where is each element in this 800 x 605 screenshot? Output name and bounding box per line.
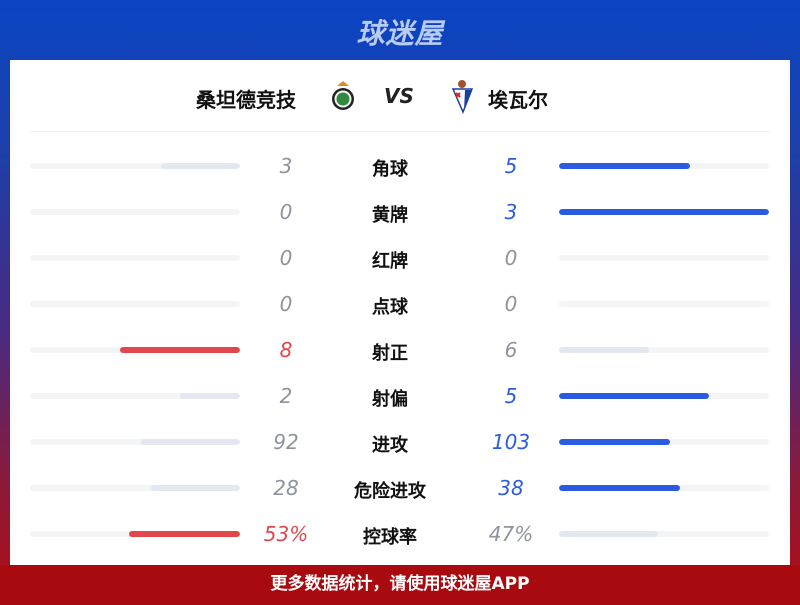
away-stat-value: 0: [504, 246, 518, 270]
stat-row: 0 红牌 0: [10, 243, 790, 273]
away-team-crest-icon: [451, 80, 474, 114]
stat-row: 2 射偏 5: [10, 381, 790, 411]
home-stat-value: 2: [279, 384, 293, 408]
away-stat-bar: [559, 439, 769, 445]
home-stat-bar: [30, 301, 240, 307]
away-stat-bar-fill: [559, 531, 658, 537]
home-stat-bar: [30, 209, 240, 215]
away-stat-value: 38: [498, 476, 524, 500]
stat-label: 进攻: [372, 435, 408, 456]
away-stat-value: 47%: [488, 522, 534, 546]
home-stat-bar-fill: [140, 439, 240, 445]
home-stat-bar: [30, 393, 240, 399]
stat-label: 红牌: [372, 251, 408, 272]
home-stat-bar: [30, 485, 240, 491]
home-stat-value: 8: [279, 338, 293, 362]
home-stat-bar: [30, 347, 240, 353]
home-stat-bar: [30, 255, 240, 261]
stat-row: 92 进攻 103: [10, 427, 790, 457]
home-stat-bar-fill: [180, 393, 240, 399]
away-stat-bar: [559, 347, 769, 353]
away-stat-bar: [559, 393, 769, 399]
home-stat-value: 28: [273, 476, 299, 500]
stat-label: 射偏: [372, 389, 408, 410]
home-stat-value: 0: [279, 292, 293, 316]
away-stat-value: 5: [504, 384, 518, 408]
stat-label: 角球: [372, 159, 408, 180]
stats-card: 桑坦德竞技 VS 埃瓦尔 3 角球 5 0 黄牌 3 0 红牌 0 0 点球 0…: [10, 60, 790, 565]
away-stat-value: 103: [491, 430, 531, 454]
stat-row: 3 角球 5: [10, 151, 790, 181]
vs-label: VS: [384, 84, 414, 108]
away-stat-bar-fill: [559, 393, 709, 399]
stat-label: 控球率: [363, 527, 417, 548]
stat-label: 射正: [372, 343, 408, 364]
away-stat-bar: [559, 301, 769, 307]
home-stat-value: 0: [279, 200, 293, 224]
home-stat-value: 92: [273, 430, 299, 454]
home-stat-bar-fill: [120, 347, 240, 353]
away-stat-bar-fill: [559, 439, 670, 445]
app-promo-banner[interactable]: 更多数据统计，请使用球迷屋APP: [0, 565, 800, 605]
stat-row: 53% 控球率 47%: [10, 519, 790, 549]
away-stat-value: 3: [504, 200, 518, 224]
home-stat-bar: [30, 531, 240, 537]
stat-label: 点球: [372, 297, 408, 318]
brand-logo: 球迷屋: [356, 17, 444, 50]
away-stat-bar-fill: [559, 209, 769, 215]
stat-row: 0 黄牌 3: [10, 197, 790, 227]
match-header: 桑坦德竞技 VS 埃瓦尔: [30, 60, 770, 132]
home-stat-bar: [30, 163, 240, 169]
home-stat-value: 53%: [263, 522, 309, 546]
home-stat-value: 3: [279, 154, 293, 178]
away-stat-bar: [559, 163, 769, 169]
home-stat-value: 0: [279, 246, 293, 270]
home-team-name: 桑坦德竞技: [196, 88, 296, 112]
home-stat-bar: [30, 439, 240, 445]
away-stat-value: 0: [504, 292, 518, 316]
away-team-name: 埃瓦尔: [488, 88, 548, 112]
away-stat-bar: [559, 531, 769, 537]
away-stat-bar: [559, 255, 769, 261]
stat-label: 黄牌: [372, 205, 408, 226]
away-stat-bar-fill: [559, 163, 691, 169]
home-team-crest-icon: [332, 81, 354, 110]
away-stat-bar-fill: [559, 347, 649, 353]
stat-row: 8 射正 6: [10, 335, 790, 365]
stat-label: 危险进攻: [354, 481, 426, 502]
stat-row: 0 点球 0: [10, 289, 790, 319]
away-stat-value: 6: [504, 338, 518, 362]
home-stat-bar-fill: [150, 485, 240, 491]
home-stat-bar-fill: [161, 163, 240, 169]
away-stat-bar: [559, 209, 769, 215]
away-stat-value: 5: [504, 154, 518, 178]
away-stat-bar-fill: [559, 485, 680, 491]
home-stat-bar-fill: [128, 531, 240, 537]
away-stat-bar: [559, 485, 769, 491]
stat-row: 28 危险进攻 38: [10, 473, 790, 503]
